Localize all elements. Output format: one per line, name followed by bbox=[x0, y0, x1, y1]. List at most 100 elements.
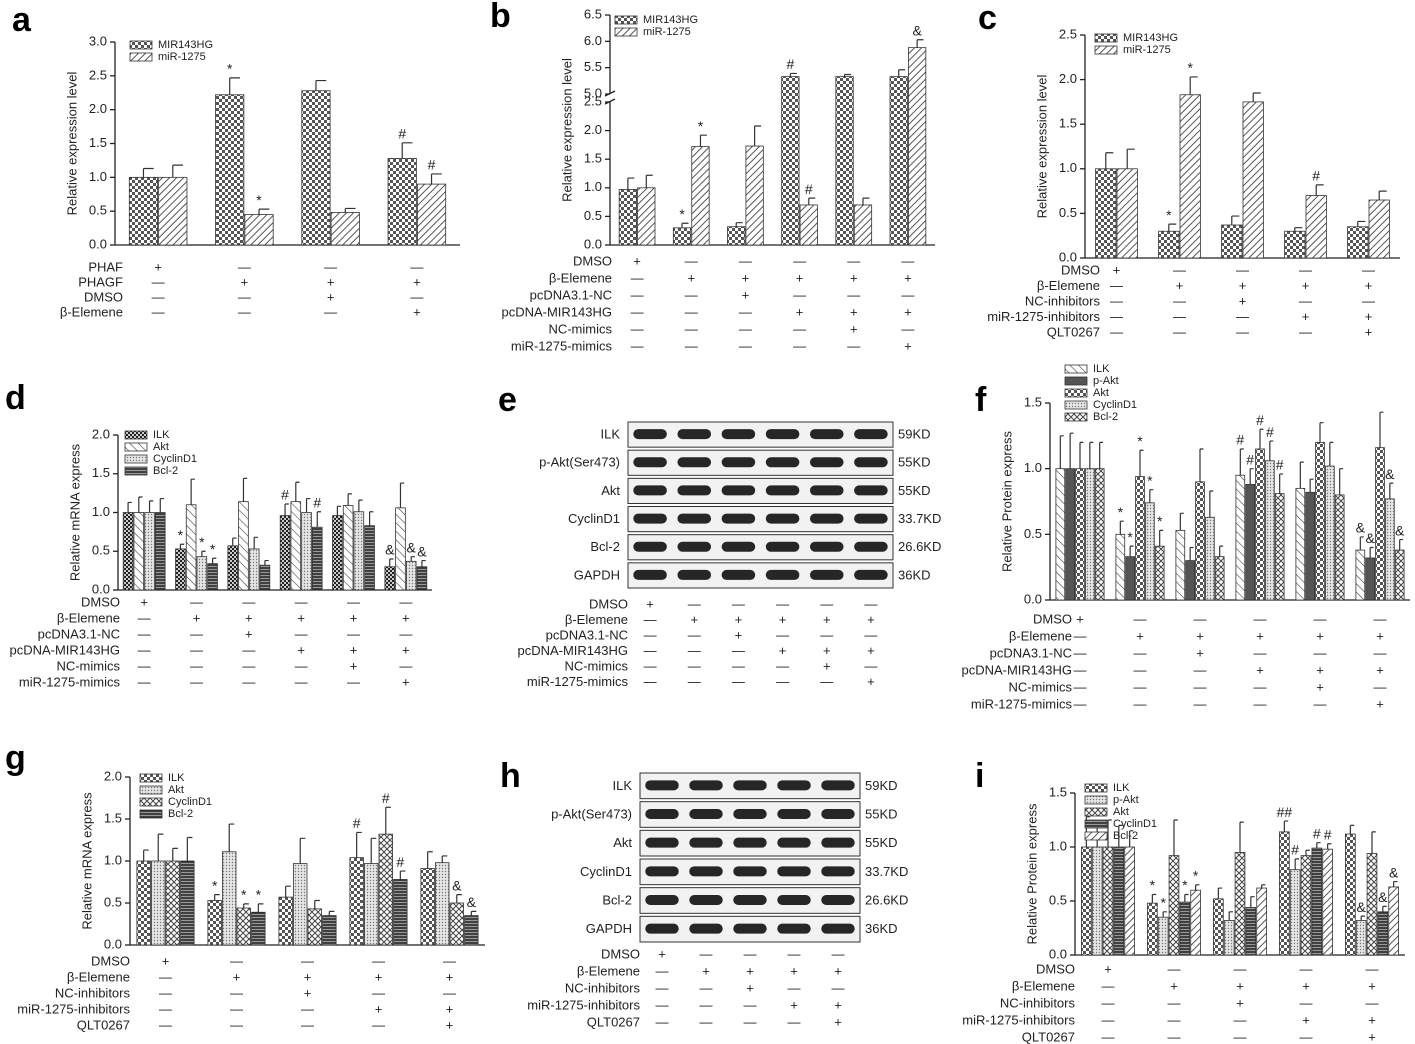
error-bar bbox=[401, 142, 413, 159]
blot-band bbox=[645, 837, 679, 848]
condition-sign: + bbox=[850, 321, 858, 336]
condition-sign: — bbox=[1168, 961, 1181, 976]
condition-sign: + bbox=[1302, 278, 1310, 293]
blot-band bbox=[821, 923, 855, 934]
bar bbox=[1311, 847, 1323, 956]
blot-band bbox=[677, 569, 712, 580]
error-bar bbox=[1250, 896, 1255, 908]
condition-sign: — bbox=[732, 658, 745, 673]
y-tick-label: 1.0 bbox=[1049, 838, 1067, 853]
condition-sign: — bbox=[739, 304, 752, 319]
significance-marker: & bbox=[1365, 530, 1375, 546]
condition-label: miR-1275-inhibitors bbox=[527, 997, 640, 1012]
error-bar bbox=[1219, 545, 1224, 557]
condition-sign: + bbox=[1196, 628, 1204, 643]
condition-sign: + bbox=[402, 610, 410, 625]
bar bbox=[1075, 468, 1085, 601]
error-bar bbox=[808, 197, 816, 205]
y-tick-label: 1.0 bbox=[89, 169, 107, 184]
condition-sign: + bbox=[790, 997, 798, 1012]
condition-sign: + bbox=[834, 997, 842, 1012]
condition-sign: — bbox=[1374, 611, 1387, 626]
error-bar bbox=[328, 910, 335, 916]
error-bar bbox=[1069, 432, 1074, 469]
y-tick-label: 2.0 bbox=[104, 768, 122, 783]
condition-sign: — bbox=[301, 1001, 314, 1016]
y-axis-title: Relative mRNA express bbox=[79, 792, 94, 930]
y-tick-label: 1.0 bbox=[1059, 160, 1077, 175]
panel-label: e bbox=[498, 381, 517, 419]
bar bbox=[378, 833, 393, 946]
condition-sign: — bbox=[443, 953, 456, 968]
blot-band bbox=[677, 541, 712, 552]
condition-sign: — bbox=[631, 270, 644, 285]
error-bar bbox=[1389, 482, 1394, 499]
condition-label: pcDNA3.1-NC bbox=[546, 627, 628, 642]
y-tick-label: 0.5 bbox=[1049, 892, 1067, 907]
condition-sign: — bbox=[1074, 696, 1087, 711]
condition-sign: — bbox=[138, 674, 151, 689]
condition-sign: — bbox=[159, 969, 172, 984]
blot-band bbox=[645, 809, 679, 819]
legend-swatch bbox=[1084, 831, 1108, 841]
error-bar bbox=[1309, 478, 1314, 493]
condition-sign: + bbox=[1176, 278, 1184, 293]
condition-label: DMSO bbox=[573, 253, 612, 268]
condition-sign: + bbox=[140, 594, 148, 609]
error-bar bbox=[1269, 440, 1274, 461]
blot-band bbox=[777, 809, 811, 819]
condition-sign: — bbox=[138, 642, 151, 657]
condition-sign: + bbox=[735, 612, 743, 627]
legend-swatch bbox=[139, 785, 163, 795]
condition-sign: + bbox=[1170, 978, 1178, 993]
condition-sign: + bbox=[687, 270, 695, 285]
condition-sign: — bbox=[1300, 1029, 1313, 1044]
condition-sign: — bbox=[1134, 662, 1147, 677]
bar bbox=[353, 511, 365, 591]
bar bbox=[151, 860, 166, 946]
condition-sign: — bbox=[688, 658, 701, 673]
condition-sign: — bbox=[644, 627, 657, 642]
error-bar bbox=[627, 177, 635, 190]
blot-band bbox=[633, 569, 667, 580]
blot-band bbox=[633, 541, 667, 552]
error-bar bbox=[399, 870, 406, 880]
blot-band bbox=[733, 895, 767, 905]
error-bar bbox=[1195, 884, 1200, 891]
error-bar bbox=[1173, 819, 1178, 856]
condition-label: DMSO bbox=[91, 953, 130, 968]
error-bar bbox=[1199, 448, 1204, 482]
bar bbox=[1145, 502, 1155, 601]
bar bbox=[1154, 545, 1165, 601]
condition-sign: + bbox=[375, 969, 383, 984]
bar bbox=[1205, 516, 1215, 601]
legend-label: Bcl-2 bbox=[1113, 830, 1138, 842]
significance-marker: * bbox=[227, 61, 233, 77]
error-bar bbox=[1349, 824, 1355, 835]
significance-marker: * bbox=[1118, 504, 1124, 520]
y-tick-label: 6.0 bbox=[584, 33, 602, 48]
condition-sign: + bbox=[1368, 1029, 1376, 1044]
condition-sign: — bbox=[644, 612, 657, 627]
condition-sign: + bbox=[1365, 278, 1373, 293]
condition-sign: + bbox=[446, 1001, 454, 1016]
condition-sign: — bbox=[793, 338, 806, 353]
bar bbox=[349, 857, 364, 946]
error-bar bbox=[1393, 880, 1398, 887]
error-bar bbox=[1089, 441, 1094, 469]
error-bar bbox=[148, 500, 154, 513]
condition-sign: — bbox=[138, 610, 151, 625]
bar bbox=[781, 76, 800, 246]
bar bbox=[1081, 846, 1092, 956]
condition-label: pcDNA-MIR143HG bbox=[501, 304, 612, 319]
condition-label: PHAF bbox=[88, 259, 123, 274]
blot-band bbox=[689, 780, 723, 791]
condition-sign: + bbox=[796, 304, 804, 319]
y-tick-label: 5.5 bbox=[584, 59, 602, 74]
y-tick-label: 0.0 bbox=[1024, 591, 1042, 606]
error-bar bbox=[157, 833, 164, 861]
blot-band bbox=[765, 513, 800, 524]
error-bar bbox=[172, 164, 184, 178]
error-bar bbox=[1327, 843, 1332, 850]
condition-sign: — bbox=[688, 627, 701, 642]
